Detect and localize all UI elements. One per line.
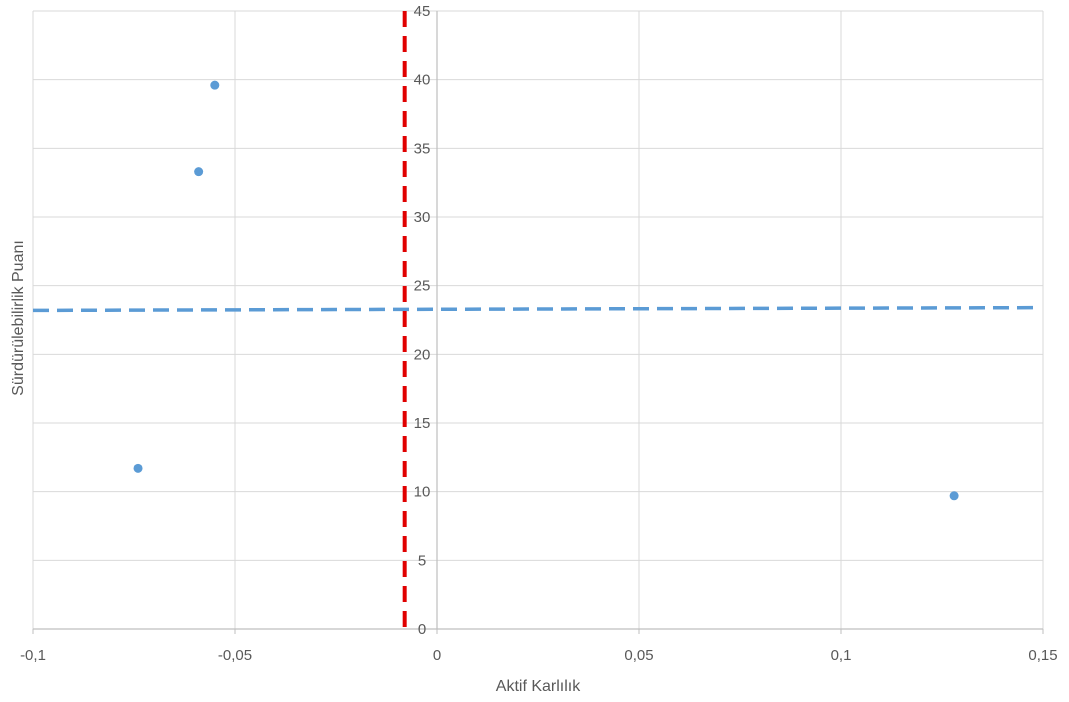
axes	[32, 11, 1044, 634]
x-tick-label: -0,05	[218, 647, 252, 664]
data-point	[949, 491, 959, 501]
x-tick-label: 0,1	[831, 647, 852, 664]
y-tick-label: 5	[418, 552, 426, 569]
y-tick-label: 10	[414, 484, 431, 501]
data-point	[210, 80, 220, 90]
data-points	[133, 80, 959, 501]
grid-lines	[32, 10, 1044, 629]
x-tick-label: 0,05	[624, 647, 653, 664]
x-tick-label: -0,1	[20, 647, 46, 664]
y-tick-label: 45	[414, 3, 431, 20]
y-tick-label: 25	[414, 278, 431, 295]
x-tick-label: 0	[433, 647, 441, 664]
y-tick-label: 35	[414, 140, 431, 157]
data-point	[194, 167, 204, 177]
y-tick-label: 0	[418, 621, 426, 638]
y-tick-label: 40	[414, 72, 431, 89]
tick-labels: 0 5 10 15 20 25 30 35 40 45 -0,1 -0,05 0 0,05 0,1 0,15	[20, 3, 1058, 664]
x-tick-label: 0,15	[1028, 647, 1057, 664]
average-score-line	[32, 305, 1035, 313]
y-tick-label: 15	[414, 415, 431, 432]
y-axis-title: Sürdürülebilirlik Puanı	[10, 240, 27, 396]
y-tick-label: 30	[414, 209, 431, 226]
reference-lines	[32, 11, 1035, 629]
y-tick-label: 20	[414, 346, 431, 363]
data-point	[133, 463, 143, 473]
x-axis-title: Aktif Karlılık	[496, 678, 581, 695]
